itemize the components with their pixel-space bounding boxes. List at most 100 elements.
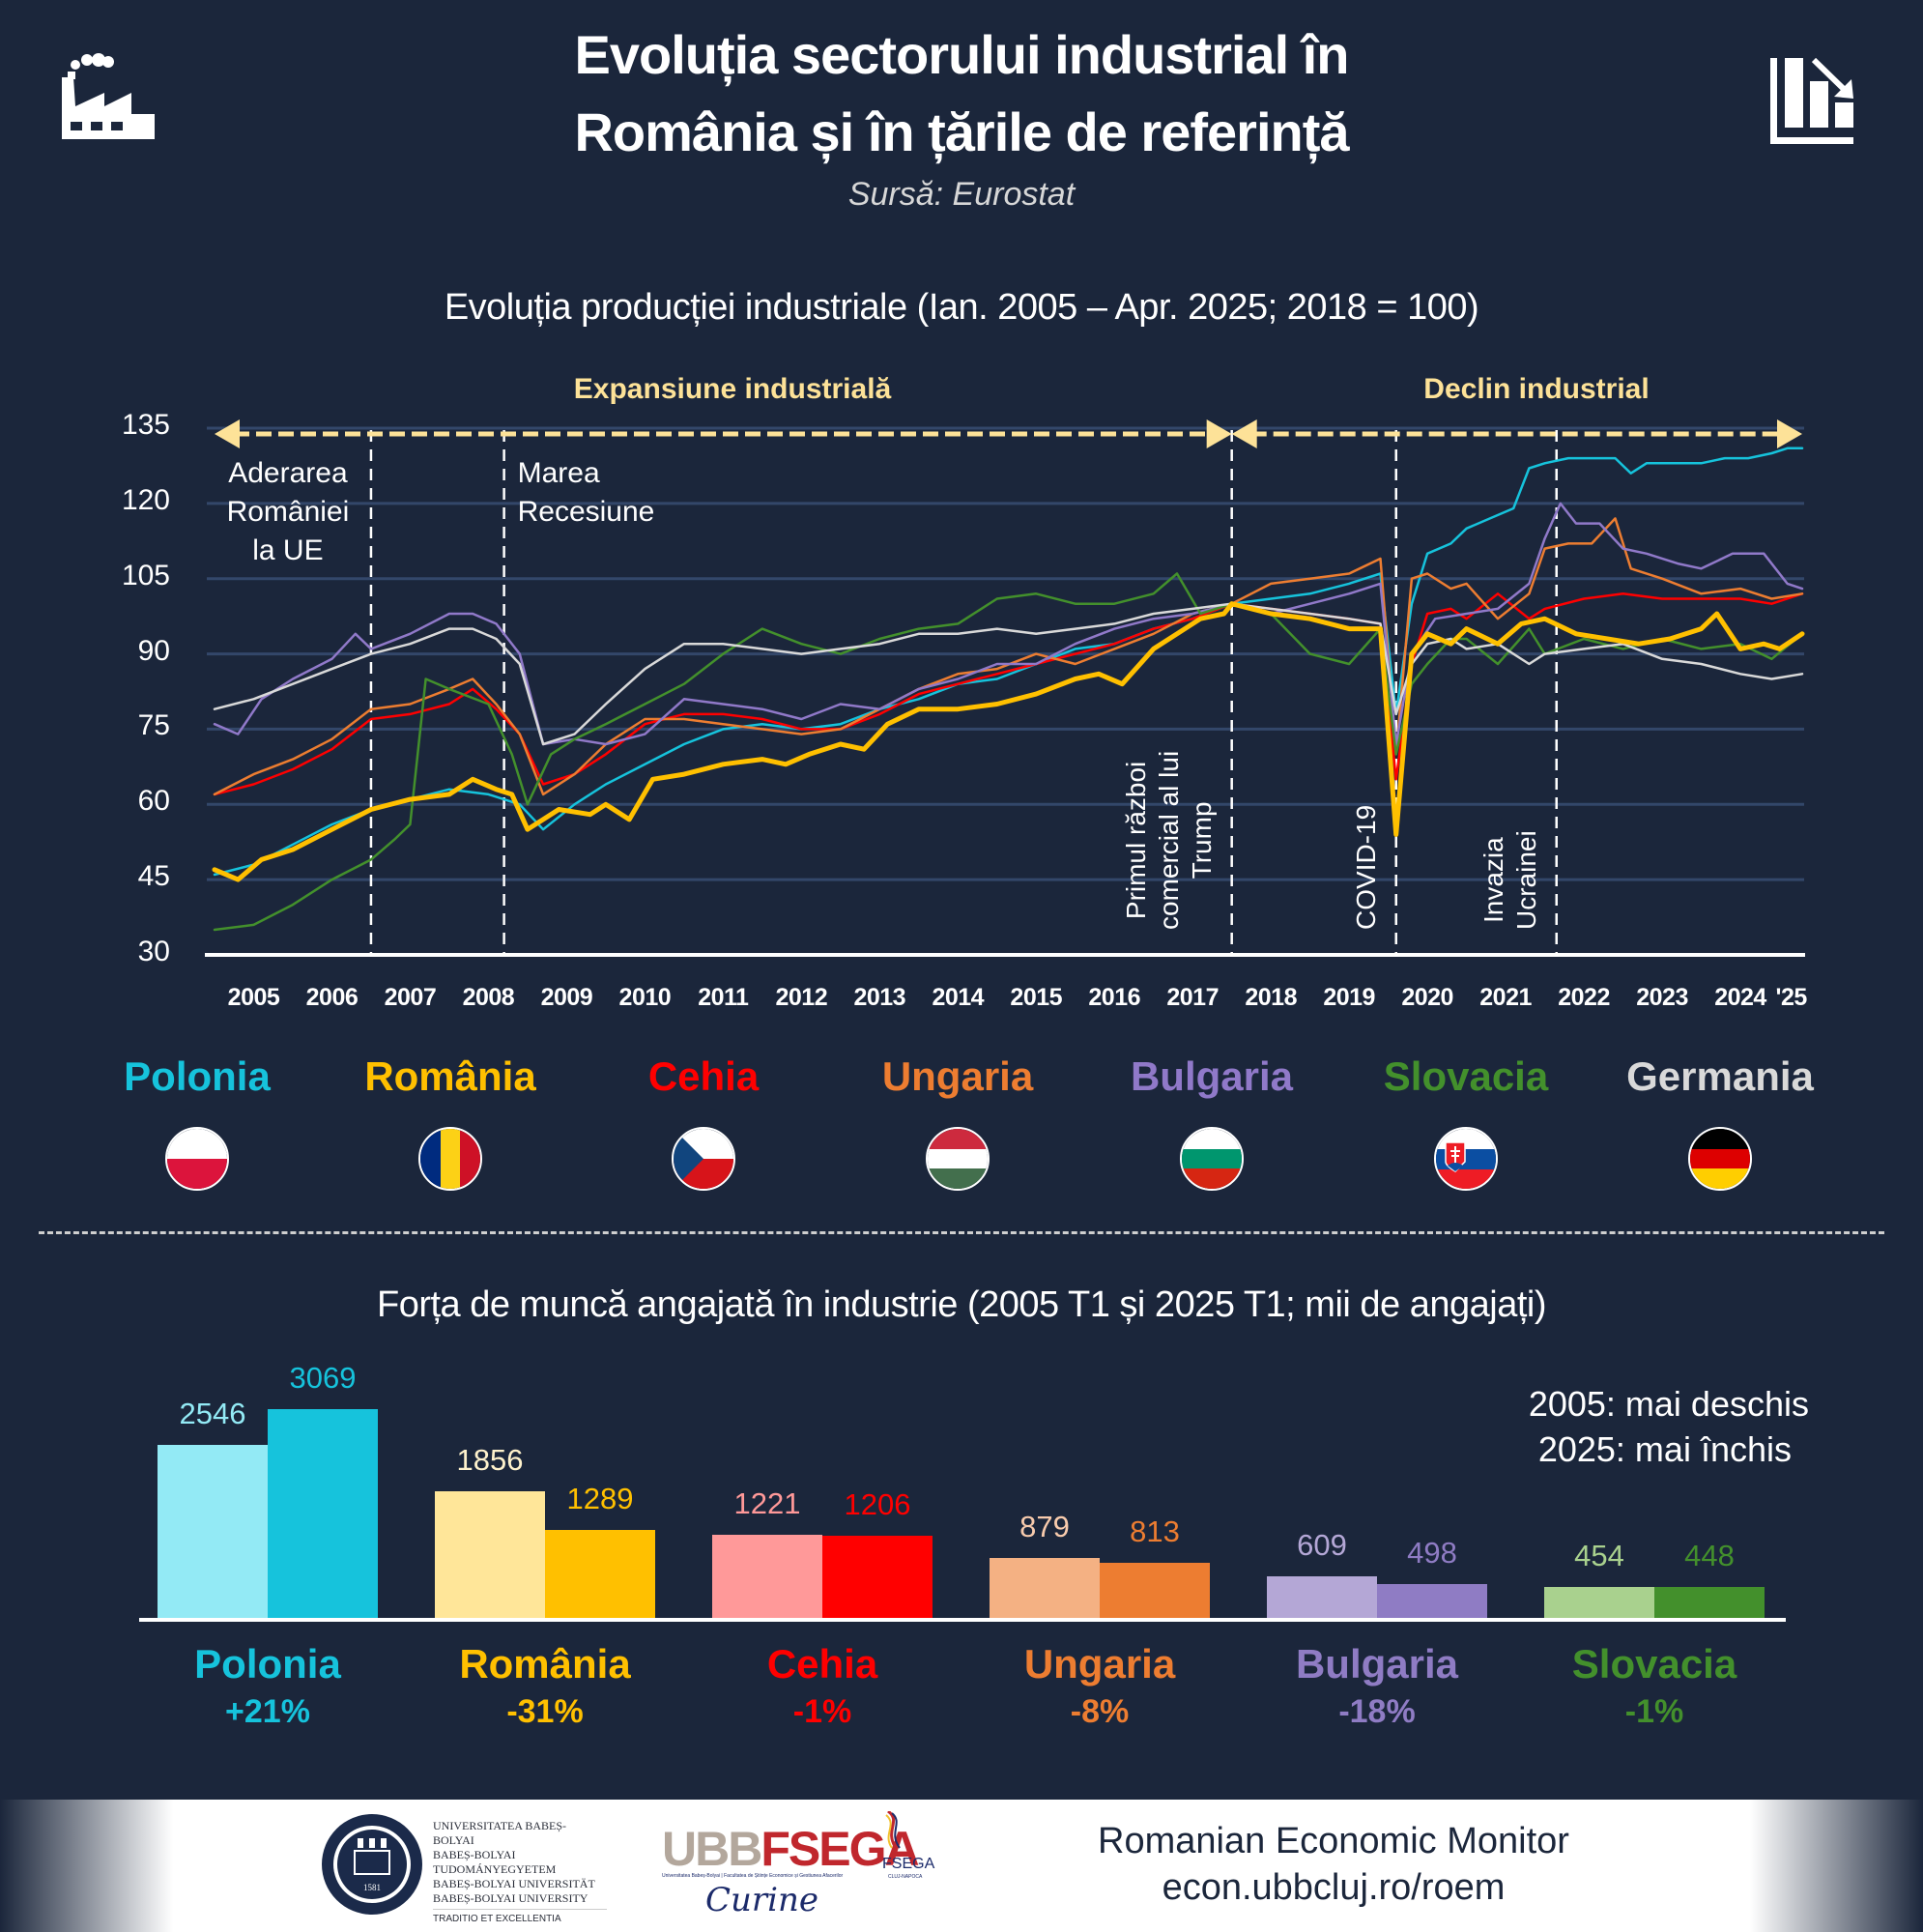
bar-category-label: Slovacia [1571,1641,1737,1687]
bar-change-label: -18% [1338,1693,1416,1730]
bar-2005-2 [435,1491,545,1618]
bar-category-label: Ungaria [1023,1641,1176,1687]
shade-legend-note-2025: 2025: mai închis [1537,1429,1792,1469]
x-tick-label: 2019 [1323,984,1375,1011]
bar-category-label: România [459,1641,631,1687]
bar-change-label: -31% [506,1693,584,1730]
source-label: Sursă: Eurostat [847,176,1076,213]
x-tick-label: 2023 [1636,984,1688,1011]
x-tick-label: 2009 [540,984,593,1011]
x-tick-label: 2007 [384,984,437,1011]
hungary-flag-icon [926,1127,990,1191]
series-line-cehia [213,592,1804,796]
bar-change-label: -8% [1070,1693,1130,1730]
y-tick-label: 45 [137,860,170,893]
bar-2025-2 [545,1530,655,1618]
x-tick-label: 2022 [1558,984,1610,1011]
event-label-line: Ucrainei [1510,830,1541,930]
series-line-germania [213,602,1804,746]
x-tick-label: 2014 [932,984,985,1011]
ubb-brand-text: UBB [662,1822,762,1876]
declining-bar-chart-icon [1770,57,1857,147]
bar-value-label-2025: 1206 [844,1487,911,1522]
bar-change-label: -1% [792,1693,852,1730]
event-label-line: Marea [517,457,600,489]
bar-value-label-2005: 879 [1019,1510,1070,1544]
x-tick-label: 2024 [1714,984,1766,1011]
event-label-line: Trump [1186,801,1217,879]
y-tick-label: 120 [121,483,170,516]
bar-2025-5 [1377,1583,1487,1618]
bar-value-label-2025: 1289 [566,1482,634,1516]
event-label: Marea Recesiune [518,454,655,532]
x-tick-label: '25 [1775,984,1808,1011]
bar-value-label-2005: 2546 [179,1396,246,1430]
event-label-line: României [226,496,350,528]
university-line: BABEȘ-BOLYAI UNIVERSITY [433,1891,588,1905]
series-line-polonia [213,447,1804,877]
bar-chart-title: Forța de muncă angajată în industrie (20… [376,1284,1547,1325]
bar-value-label-2025: 3069 [289,1361,357,1395]
poland-flag-icon [165,1127,229,1191]
romania-flag-icon [418,1127,482,1191]
event-label: Invazia Ucrainei [1478,830,1543,930]
x-tick-label: 2021 [1479,984,1532,1011]
bar-category-label: Polonia [194,1641,341,1687]
ubb-seal-logo: 1581 [319,1811,425,1918]
event-label-line: Recesiune [517,496,655,528]
x-tick-label: 2005 [227,984,280,1011]
legend-label-polonia: Polonia [124,1053,271,1099]
x-tick-label: 2015 [1010,984,1063,1011]
bar-chart-baseline [139,1618,1786,1622]
x-tick-label: 2017 [1166,984,1219,1011]
legend-label-ungaria: Ungaria [881,1053,1034,1099]
phase-arrow-head-right [1777,419,1802,448]
czechia-flag-icon [672,1127,735,1191]
event-label: COVID-19 [1350,805,1383,930]
legend-label-bulgaria: Bulgaria [1130,1053,1294,1099]
x-tick-label: 2010 [618,984,672,1011]
footer: 1581 UNIVERSITATEA BABEȘ-BOLYAI BABEȘ-BO… [0,1800,1923,1932]
bar-category-label: Cehia [766,1641,878,1687]
bar-change-label: -1% [1624,1693,1684,1730]
phase-arrow-head-right [1206,419,1232,448]
x-tick-label: 2020 [1401,984,1453,1011]
monitor-title: Romanian Economic Monitor [1098,1821,1569,1861]
legend-label-slovacia: Slovacia [1383,1053,1549,1099]
fsega-small-text: FSEGA [882,1856,935,1872]
event-label-line: COVID-19 [1350,804,1381,930]
industrial-production-line-chart [205,419,1805,957]
bar-value-label-2005: 454 [1574,1539,1624,1573]
section-divider [39,1231,1884,1234]
shade-legend-note-2005: 2005: mai deschis [1528,1384,1809,1424]
phase-label: Declin industrial [1423,373,1650,405]
x-tick-label: 2008 [462,984,515,1011]
main-title-line2: România și în țările de referință [574,101,1349,162]
fsega-ribbon-icon [882,1809,904,1850]
bar-2005-3 [712,1535,822,1618]
bar-value-label-2025: 448 [1684,1539,1735,1573]
university-motto: TRADITIO ET EXCELLENTIA [433,1909,607,1926]
seal-year: 1581 [363,1883,381,1892]
bar-value-label-2025: 498 [1407,1535,1457,1570]
y-tick-label: 135 [121,409,170,441]
bar-value-label-2005: 1221 [733,1486,801,1521]
bar-2025-1 [268,1409,378,1618]
event-label: Aderarea României la UE [211,454,365,570]
x-tick-label: 2011 [698,984,749,1011]
y-tick-label: 30 [137,936,170,967]
y-tick-label: 60 [137,785,170,818]
phase-arrow-head-left [215,419,240,448]
bar-2025-3 [822,1536,933,1618]
legend-label-romania: România [364,1053,536,1099]
series-line-bulgaria [213,502,1804,746]
bar-category-label: Bulgaria [1295,1641,1459,1687]
monitor-url[interactable]: econ.ubbcluj.ro/roem [1162,1867,1506,1908]
university-name-lines: UNIVERSITATEA BABEȘ-BOLYAI BABEȘ-BOLYAI … [433,1819,607,1926]
signature: Curine [705,1881,819,1919]
event-label-line: comercial al lui [1153,750,1184,930]
x-tick-label: 2013 [853,984,906,1011]
series-line-ungaria [213,517,1804,796]
y-tick-label: 90 [137,634,170,667]
event-label-line: Primul război [1120,761,1151,920]
